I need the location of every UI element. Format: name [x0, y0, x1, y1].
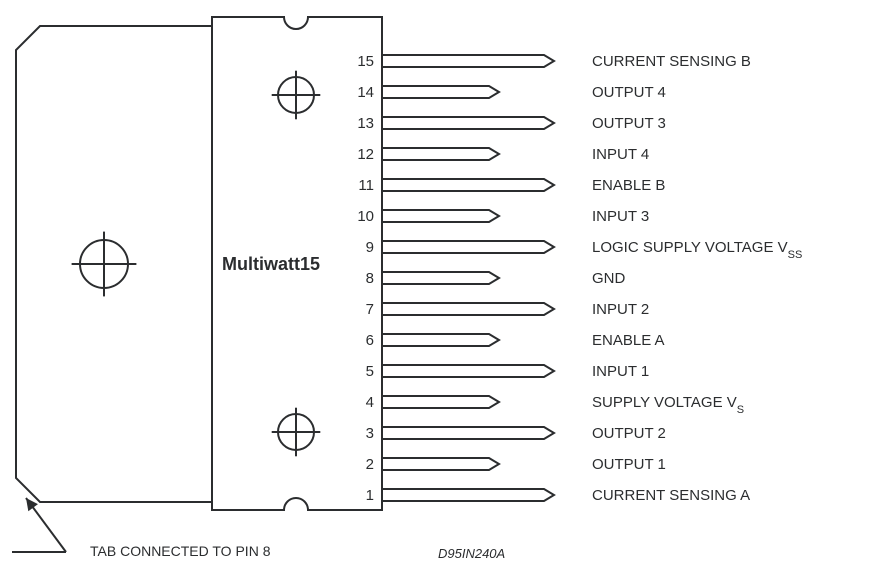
pin-1 — [382, 489, 554, 501]
pin-4 — [382, 396, 499, 408]
pin-12 — [382, 148, 499, 160]
pin-label-1: CURRENT SENSING A — [592, 487, 750, 504]
pin-label-12: INPUT 4 — [592, 146, 649, 163]
package-name: Multiwatt15 — [222, 254, 320, 274]
pin-10 — [382, 210, 499, 222]
pin-number-12: 12 — [357, 146, 374, 163]
pin-14 — [382, 86, 499, 98]
pin-label-15: CURRENT SENSING B — [592, 53, 751, 70]
pin-7 — [382, 303, 554, 315]
pin-label-8: GND — [592, 270, 626, 287]
pin-11 — [382, 179, 554, 191]
pin-9 — [382, 241, 554, 253]
pin-label-13: OUTPUT 3 — [592, 115, 666, 132]
pin-number-10: 10 — [357, 208, 374, 225]
pin-number-7: 7 — [366, 301, 374, 318]
tab-note: TAB CONNECTED TO PIN 8 — [90, 543, 271, 559]
document-code: D95IN240A — [438, 546, 505, 561]
pin-13 — [382, 117, 554, 129]
pin-label-14: OUTPUT 4 — [592, 84, 666, 101]
pin-label-10: INPUT 3 — [592, 208, 649, 225]
pin-number-9: 9 — [366, 239, 374, 256]
pin-label-3: OUTPUT 2 — [592, 425, 666, 442]
pin-number-14: 14 — [357, 84, 374, 101]
pin-number-1: 1 — [366, 487, 374, 504]
pin-number-2: 2 — [366, 456, 374, 473]
pin-number-4: 4 — [366, 394, 374, 411]
pin-label-11: ENABLE B — [592, 177, 665, 194]
pin-label-6: ENABLE A — [592, 332, 665, 349]
pin-label-2: OUTPUT 1 — [592, 456, 666, 473]
pin-number-13: 13 — [357, 115, 374, 132]
pin-number-11: 11 — [358, 177, 374, 194]
pin-2 — [382, 458, 499, 470]
pin-label-9: LOGIC SUPPLY VOLTAGE VSS — [592, 239, 802, 261]
pin-number-5: 5 — [366, 363, 374, 380]
pin-number-15: 15 — [357, 53, 374, 70]
pin-label-4: SUPPLY VOLTAGE VS — [592, 394, 744, 416]
tab-arrow-head-icon — [26, 498, 38, 511]
pin-3 — [382, 427, 554, 439]
pin-label-7: INPUT 2 — [592, 301, 649, 318]
pin-8 — [382, 272, 499, 284]
pin-5 — [382, 365, 554, 377]
pin-number-8: 8 — [366, 270, 374, 287]
pin-number-3: 3 — [366, 425, 374, 442]
pin-6 — [382, 334, 499, 346]
pin-label-5: INPUT 1 — [592, 363, 649, 380]
pin-15 — [382, 55, 554, 67]
pin-number-6: 6 — [366, 332, 374, 349]
